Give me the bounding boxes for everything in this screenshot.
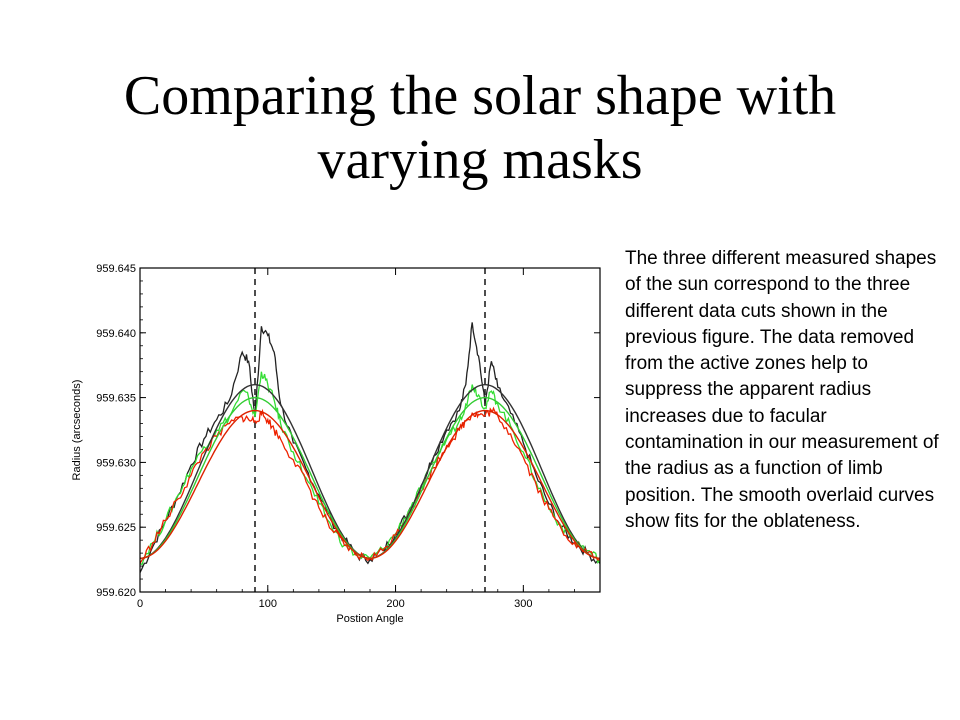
x-tick-label: 0	[137, 598, 143, 610]
black-data-series	[139, 322, 601, 573]
y-tick-label: 959.625	[96, 522, 136, 534]
x-tick-label: 100	[259, 598, 277, 610]
x-axis-label: Postion Angle	[336, 613, 403, 625]
y-tick-label: 959.640	[96, 328, 136, 340]
y-tick-label: 959.620	[96, 587, 136, 599]
chart-figure: 959.620 959.625 959.630 959.635 959.640 959.6…	[56, 240, 608, 638]
radius-chart: 959.620 959.625 959.630 959.635 959.640 959.6…	[71, 263, 601, 625]
green-data-series	[139, 371, 601, 566]
red-data-series	[139, 406, 601, 564]
y-axis-label: Radius (arcseconds)	[71, 380, 83, 481]
red-fit-curve	[139, 409, 601, 560]
green-fit-curve	[139, 396, 601, 560]
caption-text: The three different measured shapes of t…	[625, 248, 939, 532]
y-tick-label: 959.635	[96, 393, 136, 405]
x-tick-label: 300	[514, 598, 532, 610]
slide-title-line1: Comparing the solar shape with	[123, 65, 837, 127]
slide-title: Comparing the solar shape with varying m…	[60, 64, 900, 192]
y-tick-label: 959.645	[96, 263, 136, 275]
x-tick-label: 200	[386, 598, 404, 610]
slide-title-line2: varying masks	[317, 129, 643, 191]
y-tick-label: 959.630	[96, 457, 136, 469]
